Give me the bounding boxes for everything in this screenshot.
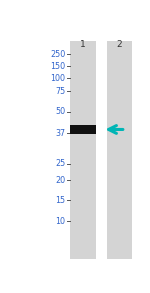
- Text: 15: 15: [55, 196, 65, 205]
- Text: 250: 250: [50, 50, 65, 59]
- Text: 10: 10: [55, 217, 65, 226]
- Text: 50: 50: [55, 107, 65, 116]
- Text: 2: 2: [117, 40, 122, 49]
- Text: 75: 75: [55, 87, 65, 96]
- Text: 20: 20: [55, 176, 65, 185]
- Bar: [106, 41, 132, 258]
- Bar: [70, 41, 96, 258]
- Text: 100: 100: [50, 74, 65, 83]
- Text: 37: 37: [55, 129, 65, 138]
- Text: 25: 25: [55, 159, 65, 168]
- Text: 150: 150: [50, 62, 65, 71]
- Bar: [70, 125, 96, 134]
- Text: 1: 1: [80, 40, 86, 49]
